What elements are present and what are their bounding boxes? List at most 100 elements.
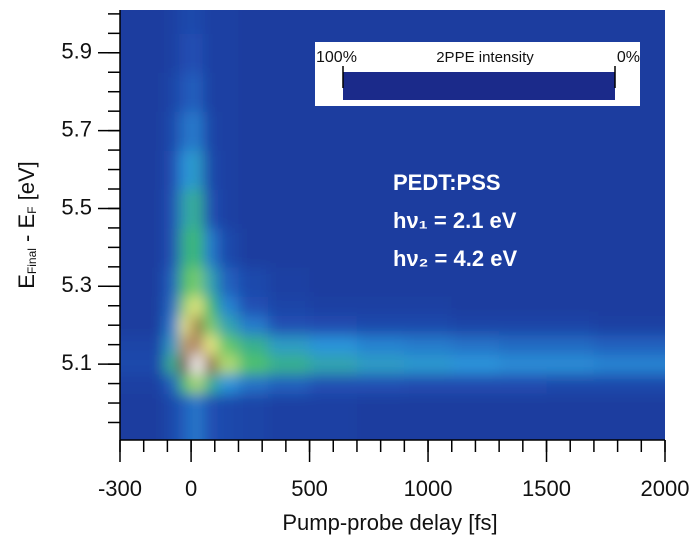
heat-cell [143,111,165,151]
heat-cell [164,315,180,336]
heat-cell [499,227,548,268]
heat-cell [164,33,180,73]
x-axis-label: Pump-probe delay [fs] [282,510,497,535]
heat-cell [179,150,192,190]
heat-cell [635,334,665,355]
heat-cell [356,354,405,375]
heat-cell [546,189,595,229]
heat-cell [499,150,548,190]
heat-cell [120,10,145,34]
heat-cell [217,72,239,112]
heat-cell [179,72,192,112]
heat-cell [593,373,636,394]
heat-cell [238,189,269,229]
heat-cell [217,189,239,229]
annotation: hν₂ = 4.2 eV [393,246,517,271]
heat-cell [268,266,311,297]
heatmap [120,10,665,440]
heat-cell [202,72,219,112]
heat-cell [451,189,500,229]
heat-cell [191,393,204,440]
heat-cell [238,373,269,394]
heat-cell [217,10,239,34]
heat-cell [268,296,311,316]
heat-cell [238,334,269,355]
y-label-part: [eV] [14,161,39,206]
heat-cell [593,189,636,229]
heat-cell [593,150,636,190]
heat-cell [191,334,204,355]
heat-cell [593,266,636,297]
heat-cell [309,373,358,394]
heat-cell [143,334,165,355]
y-tick-label: 5.9 [61,39,92,64]
heat-cell [635,227,665,268]
heat-cell [546,10,595,34]
heat-cell [217,33,239,73]
heat-cell [593,10,636,34]
heat-cell [451,266,500,297]
heat-cell [635,189,665,229]
heat-cell [356,393,405,440]
heat-cell [120,354,145,375]
heat-cell [268,10,311,34]
heat-cell [635,315,665,336]
y-axis-label: EFinal - EF [eV] [14,161,39,289]
heat-cell [451,373,500,394]
heat-cell [309,150,358,190]
heat-cell [593,296,636,316]
heat-cell [451,334,500,355]
heat-cell [191,315,204,336]
heat-cell [202,315,219,336]
heat-cell [268,373,311,394]
colorbar-title: 2PPE intensity [436,49,534,66]
heat-cell [217,334,239,355]
heat-cell [499,354,548,375]
heat-cell [499,10,548,34]
heat-cell [593,315,636,336]
y-label-part: E [14,274,39,289]
heat-cell [120,315,145,336]
heat-cell [309,354,358,375]
heat-cell [635,296,665,316]
heat-cell [143,315,165,336]
heat-cell [635,266,665,297]
heat-cell [546,227,595,268]
heat-cell [404,10,453,34]
heat-cell [309,189,358,229]
heat-cell [268,189,311,229]
heat-cell [191,10,204,34]
heat-cell [635,354,665,375]
y-label-part: - E [14,214,39,248]
heat-cell [546,296,595,316]
heat-cell [238,111,269,151]
heat-cell [593,334,636,355]
heat-cell [217,266,239,297]
heat-cell [268,72,311,112]
heat-cell [238,227,269,268]
heat-cell [238,33,269,73]
heat-cell [202,10,219,34]
heat-cell [309,296,358,316]
heat-cell [143,373,165,394]
y-tick-label: 5.7 [61,116,92,141]
x-tick-label: 1500 [522,476,571,501]
heat-cell [164,72,180,112]
heat-cell [404,315,453,336]
y-tick-label: 5.1 [61,350,92,375]
heat-cell [546,315,595,336]
heat-cell [217,111,239,151]
heat-cell [268,393,311,440]
heat-cell [164,296,180,316]
heat-cell [593,354,636,375]
heat-cell [451,227,500,268]
heat-cell [404,373,453,394]
heat-cell [309,334,358,355]
heat-cell [635,393,665,440]
heat-cell [191,33,204,73]
heat-cell [238,72,269,112]
heat-cell [143,296,165,316]
x-tick-label: 1000 [404,476,453,501]
heat-cell [217,227,239,268]
heat-cell [356,150,405,190]
